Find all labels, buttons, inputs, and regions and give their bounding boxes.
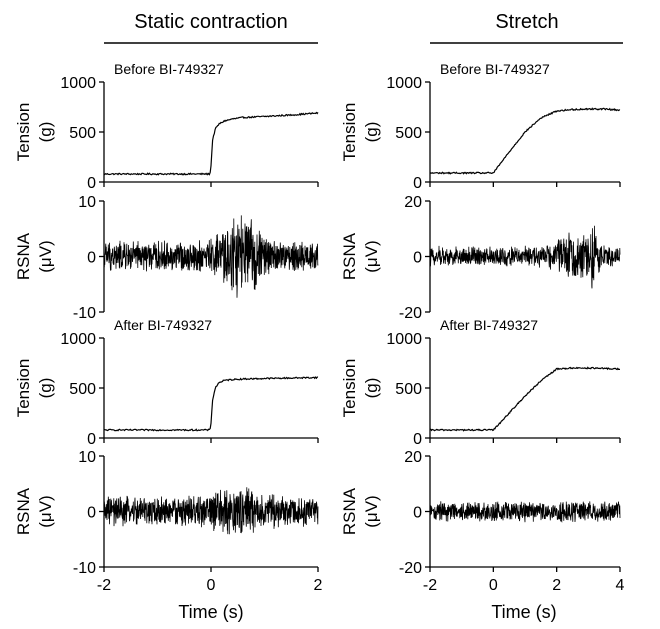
column-title-stretch: Stretch (495, 11, 558, 33)
y-tick-label: 0 (87, 175, 96, 192)
y-tick-label: -20 (399, 305, 422, 322)
tension-trace (429, 366, 620, 432)
y-tick-label: 500 (395, 125, 422, 142)
tension-trace (429, 107, 621, 175)
rsna-trace (103, 487, 319, 535)
column-header-stretch: Stretch (430, 11, 623, 44)
tension-trace (104, 376, 319, 432)
panel-static-rsna-before: -10 0 10 RSNA (μV) (14, 194, 319, 322)
x-tick-label: 0 (489, 577, 498, 594)
y-tick-label: 10 (78, 449, 96, 466)
y-axis-title: RSNA (14, 487, 33, 535)
column-header-static: Static contraction (104, 11, 318, 44)
y-axis-unit: (μV) (36, 240, 55, 272)
x-axis-title-static: Time (s) (178, 602, 243, 622)
panel-stretch-tension-after: 0 500 1000 Tension (g) After BI-749327 (340, 317, 621, 448)
y-tick-label: 0 (413, 505, 422, 522)
y-tick-label: 500 (69, 381, 96, 398)
panel-stretch-tension-before: 0 500 1000 Tension (g) Before BI-749327 (340, 61, 621, 192)
y-tick-label: 0 (87, 250, 96, 267)
y-axis-unit: (g) (362, 122, 381, 143)
y-axis-unit: (g) (362, 378, 381, 399)
rsna-trace (429, 225, 621, 289)
panel-static-tension-before: 0 500 1000 Tension (g) Before BI-749327 (14, 61, 319, 192)
y-tick-label: 0 (87, 505, 96, 522)
y-tick-label: -10 (73, 560, 96, 577)
panel-static-rsna-after: -10 0 10 -2 0 2 RSNA (μV) (14, 449, 323, 594)
panel-annotation: After BI-749327 (114, 317, 212, 333)
rsna-trace (103, 215, 319, 298)
column-title-static: Static contraction (134, 11, 287, 33)
y-axis-unit: (g) (36, 122, 55, 143)
x-tick-label: -2 (423, 577, 437, 594)
y-axis-unit: (μV) (36, 495, 55, 527)
panel-annotation: After BI-749327 (440, 317, 538, 333)
panel-stretch-rsna-before: -20 0 20 RSNA (μV) (340, 194, 621, 322)
y-axis-title: Tension (14, 103, 33, 162)
panel-annotation: Before BI-749327 (114, 61, 224, 77)
y-axis-unit: (g) (36, 378, 55, 399)
y-tick-label: 500 (395, 381, 422, 398)
y-tick-label: 1000 (386, 75, 422, 92)
y-tick-label: 0 (413, 431, 422, 448)
y-tick-label: 20 (404, 449, 422, 466)
y-tick-label: 0 (87, 431, 96, 448)
y-axis-title: Tension (340, 103, 359, 162)
y-tick-label: 1000 (386, 331, 422, 348)
panel-annotation: Before BI-749327 (440, 61, 550, 77)
y-axis-title: Tension (14, 359, 33, 418)
panel-static-tension-after: 0 500 1000 Tension (g) After BI-749327 (14, 317, 319, 448)
tension-trace (103, 111, 319, 176)
y-tick-label: 500 (69, 125, 96, 142)
x-tick-label: 0 (207, 577, 216, 594)
y-axis-title: RSNA (340, 487, 359, 535)
y-tick-label: 20 (404, 194, 422, 211)
y-tick-label: 0 (413, 250, 422, 267)
y-tick-label: 1000 (60, 75, 96, 92)
x-tick-label: 4 (616, 577, 625, 594)
y-tick-label: 1000 (60, 331, 96, 348)
x-tick-label: 2 (314, 577, 323, 594)
y-tick-label: -10 (73, 305, 96, 322)
y-axis-title: RSNA (14, 232, 33, 280)
x-tick-label: -2 (97, 577, 111, 594)
y-axis-title: Tension (340, 359, 359, 418)
x-tick-label: 2 (552, 577, 561, 594)
y-tick-label: 0 (413, 175, 422, 192)
y-tick-label: 10 (78, 194, 96, 211)
rsna-trace (429, 500, 621, 523)
y-axis-unit: (μV) (362, 495, 381, 527)
y-tick-label: -20 (399, 560, 422, 577)
x-axis-title-stretch: Time (s) (491, 602, 556, 622)
y-axis-title: RSNA (340, 232, 359, 280)
y-axis-unit: (μV) (362, 240, 381, 272)
